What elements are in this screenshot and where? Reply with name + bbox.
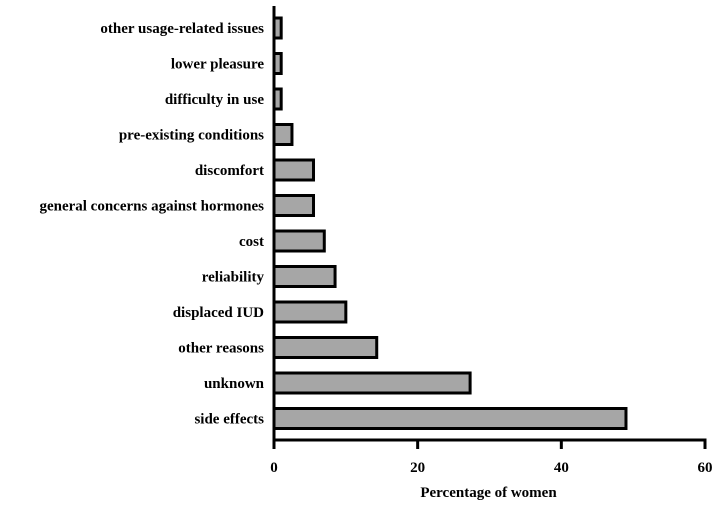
x-axis-ticks: 0 20 40 60 — [270, 440, 713, 476]
x-tick-label: 40 — [554, 460, 569, 476]
category-label: discomfort — [195, 163, 264, 179]
x-tick-label: 0 — [270, 460, 278, 476]
category-label: unknown — [204, 376, 265, 392]
bar-displaced-iud — [272, 300, 348, 324]
bar-reliability — [272, 265, 337, 288]
category-label: cost — [239, 234, 264, 250]
bars-group — [272, 16, 628, 430]
category-label: displaced IUD — [173, 305, 264, 321]
bar-discomfort — [272, 158, 316, 182]
bar-general-concerns-against-hormones — [272, 194, 316, 217]
bar-cost — [272, 229, 326, 253]
category-label: other usage-related issues — [100, 21, 264, 37]
bar-side-effects — [272, 407, 628, 430]
x-tick-label: 60 — [698, 460, 713, 476]
category-label: other reasons — [178, 341, 264, 357]
category-label: reliability — [202, 270, 265, 286]
x-tick-label: 20 — [410, 460, 425, 476]
category-label: difficulty in use — [165, 92, 265, 108]
category-labels: other usage-related issues lower pleasure… — [39, 21, 264, 428]
bar-other-reasons — [272, 336, 379, 359]
category-label: general concerns against hormones — [39, 199, 264, 215]
category-label: lower pleasure — [171, 57, 265, 73]
bar-unknown — [272, 371, 472, 395]
category-label: pre-existing conditions — [119, 128, 264, 144]
x-axis-title: Percentage of women — [420, 485, 557, 501]
category-label: side effects — [194, 412, 264, 428]
bar-pre-existing-conditions — [272, 123, 294, 146]
